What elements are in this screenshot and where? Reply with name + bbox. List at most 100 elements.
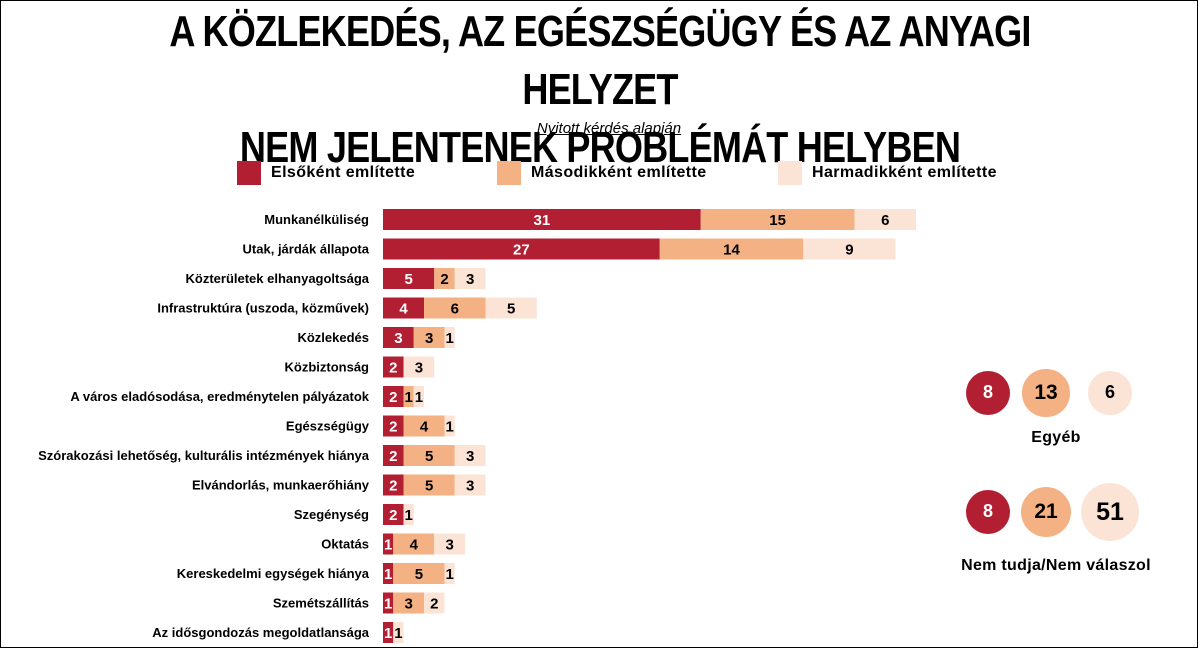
title-line-2: NEM JELENTENEK PROBLÉMÁT HELYBEN <box>239 123 961 172</box>
bar-first <box>383 504 404 525</box>
data-label-second: 15 <box>769 212 786 229</box>
bubble-other-first: 8 <box>965 370 1011 416</box>
chart-title: A KÖZLEKEDÉS, AZ EGÉSZSÉGÜGY ÉS AZ ANYAG… <box>109 3 1091 177</box>
data-label-first: 2 <box>389 478 397 495</box>
category-label: Elvándorlás, munkaerőhiány <box>192 478 370 493</box>
bar-third <box>444 327 455 348</box>
data-label-third: 3 <box>445 537 453 554</box>
legend-swatch-third <box>778 161 802 185</box>
bubble-other-third: 6 <box>1088 371 1132 415</box>
bar-third <box>403 356 435 378</box>
data-label-first: 1 <box>384 625 392 642</box>
category-label: Munkanélküliség <box>264 212 369 227</box>
category-label: Szegénység <box>294 507 369 522</box>
bar-second <box>434 268 455 289</box>
bar-first <box>383 268 435 289</box>
bar-first <box>383 445 404 466</box>
bar-first <box>383 386 404 407</box>
bubble-dk-second: 21 <box>1020 486 1072 538</box>
category-label: Szemétszállítás <box>273 596 369 611</box>
data-label-first: 2 <box>389 389 397 406</box>
category-label: A város eladósodása, eredménytelen pályá… <box>70 389 369 404</box>
data-label-first: 27 <box>513 242 530 259</box>
bar-first <box>383 622 394 643</box>
data-label-third: 9 <box>845 242 853 259</box>
data-label-second: 5 <box>425 448 433 465</box>
category-label: Az idősgondozás megoldatlansága <box>152 625 369 640</box>
bar-second <box>393 533 435 555</box>
bar-third <box>454 268 486 289</box>
category-label: Közlekedés <box>297 330 369 345</box>
bubble-dk-third-value: 51 <box>1096 497 1124 526</box>
data-label-third: 6 <box>881 212 889 229</box>
bar-third <box>444 563 455 584</box>
bar-first <box>383 238 660 260</box>
bar-third <box>393 622 404 643</box>
category-label: Kereskedelmi egységek hiánya <box>177 566 370 581</box>
data-label-third: 3 <box>415 360 423 377</box>
bubble-other-second-value: 13 <box>1034 380 1058 404</box>
legend-label-second: Másodikként említette <box>531 164 707 181</box>
data-label-second: 5 <box>415 566 423 583</box>
data-label-first: 3 <box>394 330 402 347</box>
data-label-third: 1 <box>445 566 453 583</box>
extra-label-dont-know: Nem tudja/Nem válaszol <box>961 557 1151 574</box>
data-label-first: 31 <box>534 212 551 229</box>
bar-second <box>393 592 424 614</box>
bar-third <box>424 592 445 614</box>
data-label-third: 3 <box>466 448 474 465</box>
data-label-third: 1 <box>445 419 453 436</box>
bar-first <box>383 474 404 496</box>
data-label-second: 4 <box>420 419 429 436</box>
category-label: Egészségügy <box>286 419 370 434</box>
bar-third <box>803 238 896 260</box>
legend-swatch-first <box>237 161 261 185</box>
bubble-dk-first-value: 8 <box>982 501 993 522</box>
data-label-second: 6 <box>451 301 459 318</box>
data-label-first: 4 <box>399 301 408 318</box>
data-label-first: 5 <box>404 271 412 288</box>
extra-group-dont-know: 8 21 51 Nem tudja/Nem válaszol <box>941 479 1171 579</box>
category-label: Infrastruktúra (uszoda, közművek) <box>157 301 369 316</box>
bar-third <box>403 504 414 525</box>
data-label-second: 14 <box>723 242 740 259</box>
data-label-third: 5 <box>507 301 515 318</box>
bar-second <box>403 474 455 496</box>
data-label-first: 1 <box>384 596 392 613</box>
bar-second <box>413 327 445 348</box>
data-label-third: 3 <box>466 478 474 495</box>
category-label: Közterületek elhanyagoltsága <box>186 271 370 286</box>
bar-first <box>383 533 394 555</box>
data-label-third: 1 <box>415 389 423 406</box>
bar-third <box>854 209 916 230</box>
data-label-second: 4 <box>410 537 419 554</box>
bar-first <box>383 297 424 319</box>
bar-third <box>454 445 486 466</box>
data-label-third: 1 <box>445 330 453 347</box>
bar-third <box>434 533 465 555</box>
bar-second <box>403 415 445 437</box>
data-label-third: 1 <box>404 507 412 524</box>
data-label-second: 3 <box>404 596 412 613</box>
title-line-1: A KÖZLEKEDÉS, AZ EGÉSZSÉGÜGY ÉS AZ ANYAG… <box>169 7 1031 114</box>
legend-swatch-second <box>497 161 521 185</box>
bubble-dk-third: 51 <box>1081 483 1139 541</box>
bar-first <box>383 415 404 437</box>
extra-group-other: 8 13 6 Egyéb <box>941 361 1171 461</box>
bar-second <box>403 386 414 407</box>
bar-first <box>383 209 701 230</box>
bar-second <box>393 563 445 584</box>
category-label: Oktatás <box>321 537 369 552</box>
bar-third <box>444 415 455 437</box>
bar-first <box>383 592 394 614</box>
bubble-other-third-value: 6 <box>1104 382 1115 403</box>
extra-label-other: Egyéb <box>1031 429 1081 446</box>
bubble-dk-second-value: 21 <box>1034 499 1058 523</box>
data-label-first: 1 <box>384 537 392 554</box>
chart-subtitle: Nyitott kérdés alapján <box>536 120 682 137</box>
bubble-dk-first: 8 <box>965 489 1011 535</box>
bar-second <box>403 445 455 466</box>
legend-label-third: Harmadikként említette <box>812 164 997 181</box>
